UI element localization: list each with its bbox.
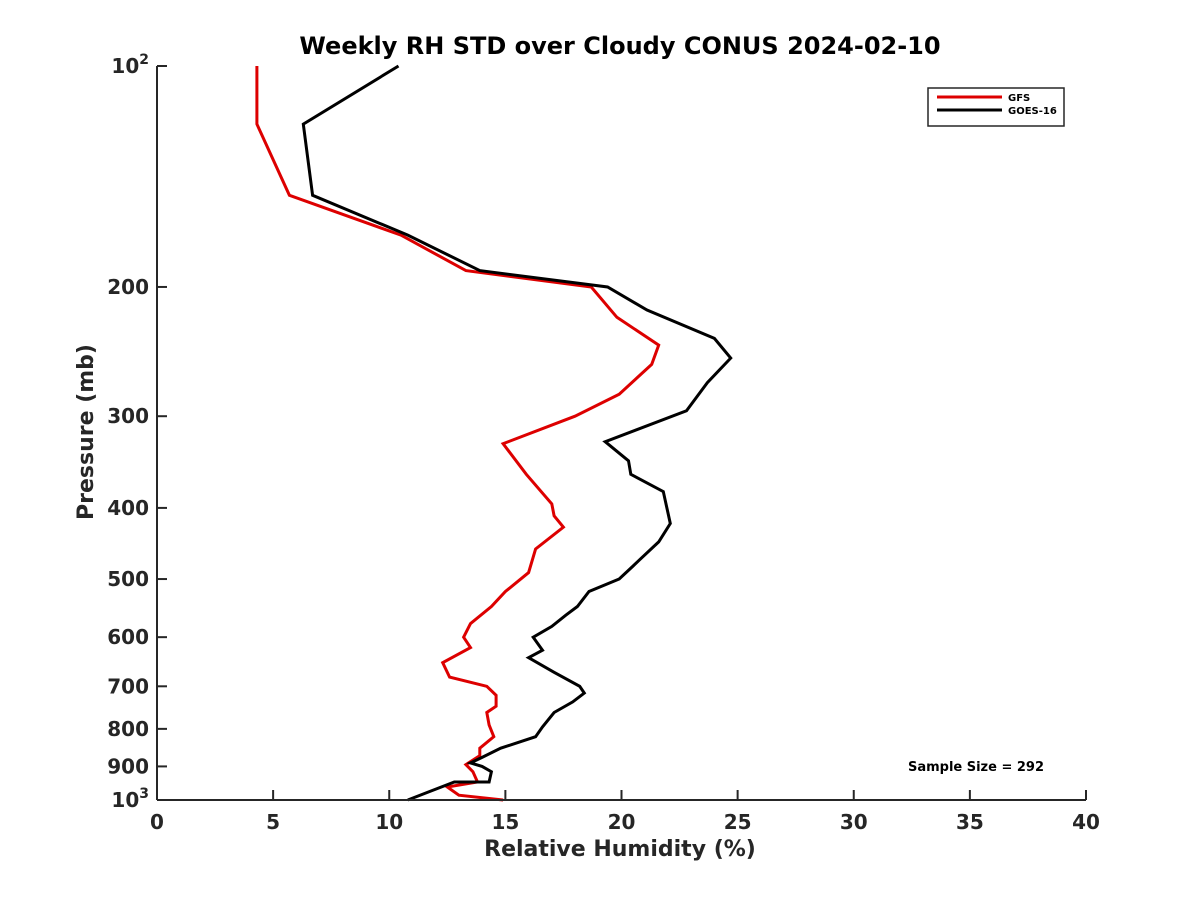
- y-tick-label: 400: [107, 496, 149, 520]
- x-tick-label: 5: [266, 810, 280, 834]
- x-tick-label: 40: [1072, 810, 1100, 834]
- chart-title: Weekly RH STD over Cloudy CONUS 2024-02-…: [299, 32, 940, 60]
- series-line-gfs: [255, 66, 661, 802]
- y-tick-label: 103: [111, 786, 149, 812]
- x-tick-label: 25: [724, 810, 752, 834]
- y-tick-label: 300: [107, 404, 149, 428]
- legend-label-gfs: GFS: [1008, 93, 1030, 104]
- legend: GFS GOES-16: [927, 87, 1065, 127]
- x-tick-label: 30: [840, 810, 868, 834]
- y-tick-label: 600: [107, 625, 149, 649]
- y-tick-label: 500: [107, 567, 149, 591]
- sample-size-annotation: Sample Size = 292: [908, 760, 1044, 775]
- y-tick-label: 200: [107, 275, 149, 299]
- series-line-goes-16: [301, 64, 733, 802]
- y-tick-label: 102: [111, 52, 149, 78]
- x-tick-label: 0: [150, 810, 164, 834]
- y-axis-label: Pressure (mb): [74, 344, 99, 520]
- y-tick-label: 700: [107, 674, 149, 698]
- legend-label-goes-16: GOES-16: [1008, 106, 1057, 117]
- y-tick-label: 900: [107, 754, 149, 778]
- x-axis-label: Relative Humidity (%): [484, 837, 756, 862]
- x-tick-label: 15: [491, 810, 519, 834]
- x-tick-label: 35: [956, 810, 984, 834]
- plot-area: [255, 64, 733, 802]
- x-tick-label: 20: [608, 810, 636, 834]
- axes: 0 5 10 15 20 25 30 35 40 102 200 300 400 500 600 700 800…: [107, 52, 1100, 834]
- x-tick-label: 10: [375, 810, 403, 834]
- y-tick-label: 800: [107, 717, 149, 741]
- legend-box: [927, 87, 1065, 127]
